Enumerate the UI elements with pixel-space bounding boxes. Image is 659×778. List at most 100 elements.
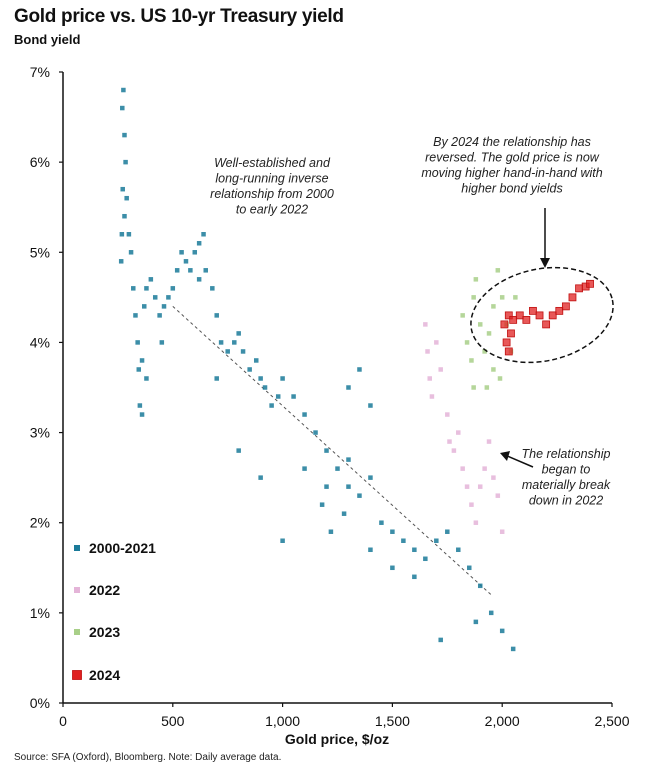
y-tick-label: 2%	[30, 515, 50, 531]
data-point	[357, 493, 362, 498]
data-point	[335, 466, 340, 471]
scatter-chart: 0% 1% 2% 3% 4% 5% 6% 7% 0 500 1,000 1,500 2,000 2,50…	[30, 64, 630, 747]
x-tick-label: 0	[59, 713, 67, 729]
data-point	[390, 529, 395, 534]
data-point	[210, 286, 215, 291]
series-2023	[460, 268, 518, 390]
data-point	[139, 358, 145, 363]
data-point	[473, 520, 479, 525]
data-point	[504, 347, 513, 356]
legend-label: 2024	[89, 667, 120, 683]
data-point	[529, 306, 537, 315]
series-2024	[500, 279, 594, 356]
y-tick-label: 1%	[30, 605, 50, 621]
data-point	[412, 547, 417, 553]
legend-label: 2023	[89, 624, 120, 640]
source-note: Source: SFA (Oxford), Bloomberg. Note: D…	[14, 752, 282, 763]
x-tick-label: 1,500	[375, 713, 410, 729]
data-point	[247, 367, 252, 372]
y-tick-label: 3%	[30, 425, 50, 441]
data-point	[174, 268, 180, 273]
data-point	[510, 646, 516, 652]
data-point	[136, 367, 142, 372]
y-tick-label: 0%	[30, 695, 50, 711]
axes	[62, 72, 612, 704]
data-point	[469, 502, 474, 507]
data-point	[477, 322, 483, 327]
trend-line	[172, 306, 492, 596]
y-axis-label: Bond yield	[14, 32, 81, 47]
data-point	[203, 268, 208, 273]
data-point	[434, 340, 439, 345]
y-tick-label: 7%	[30, 64, 50, 80]
data-point	[368, 547, 373, 553]
data-point	[269, 403, 274, 408]
data-point	[313, 430, 318, 435]
data-point	[471, 385, 476, 390]
data-point	[464, 340, 470, 345]
data-point	[280, 538, 285, 543]
data-point	[214, 313, 219, 318]
data-point	[118, 259, 124, 264]
data-point	[139, 412, 145, 417]
data-point	[346, 385, 351, 390]
data-point	[232, 340, 237, 345]
data-point	[201, 232, 206, 237]
data-point	[324, 484, 329, 489]
annotations: Well-established and long-running inverse…	[210, 135, 611, 508]
data-point	[135, 340, 140, 345]
data-point	[214, 376, 219, 381]
data-point	[477, 583, 483, 589]
data-point	[218, 340, 224, 345]
data-point	[513, 295, 518, 300]
legend-label: 2000-2021	[89, 540, 156, 556]
data-point	[161, 304, 167, 309]
legend: 2000-2021 2022 2023 2024	[72, 540, 156, 683]
data-point	[473, 277, 479, 282]
arrow-2022	[504, 454, 534, 468]
data-point	[438, 367, 443, 372]
data-point	[425, 349, 430, 354]
legend-swatch	[74, 587, 80, 593]
x-tick-label: 2,000	[485, 713, 520, 729]
data-point	[291, 394, 296, 399]
data-point	[401, 538, 406, 543]
x-ticks: 0 500 1,000 1,500 2,000 2,500	[59, 703, 630, 729]
data-point	[500, 320, 509, 329]
data-point	[144, 376, 149, 381]
data-point	[488, 610, 494, 616]
data-point	[499, 529, 505, 534]
data-point	[445, 412, 450, 417]
data-point	[568, 293, 577, 302]
data-point	[346, 484, 351, 489]
data-point	[456, 430, 461, 435]
data-point	[445, 529, 450, 534]
data-point	[535, 311, 544, 320]
data-point	[152, 295, 158, 300]
data-point	[423, 556, 428, 562]
data-point	[368, 403, 373, 408]
data-point	[188, 268, 193, 273]
data-point	[447, 439, 452, 444]
data-point	[575, 284, 583, 293]
legend-label: 2022	[89, 582, 120, 598]
data-points	[118, 87, 594, 652]
data-point	[183, 259, 189, 264]
data-point	[236, 448, 241, 453]
x-tick-label: 500	[161, 713, 185, 729]
data-point	[192, 250, 198, 255]
data-point	[131, 286, 136, 291]
data-point	[275, 394, 281, 399]
data-point	[159, 340, 165, 345]
data-point	[486, 439, 492, 444]
data-point	[522, 315, 531, 324]
annotation-3: The relationship began to materially break…	[522, 447, 611, 508]
data-point	[120, 105, 125, 111]
x-axis-label: Gold price, $/oz	[285, 731, 389, 747]
data-point	[126, 232, 132, 237]
y-tick-label: 6%	[30, 154, 50, 170]
data-point	[499, 628, 505, 634]
data-point	[491, 475, 496, 480]
data-point	[464, 484, 470, 489]
data-point	[166, 295, 171, 300]
